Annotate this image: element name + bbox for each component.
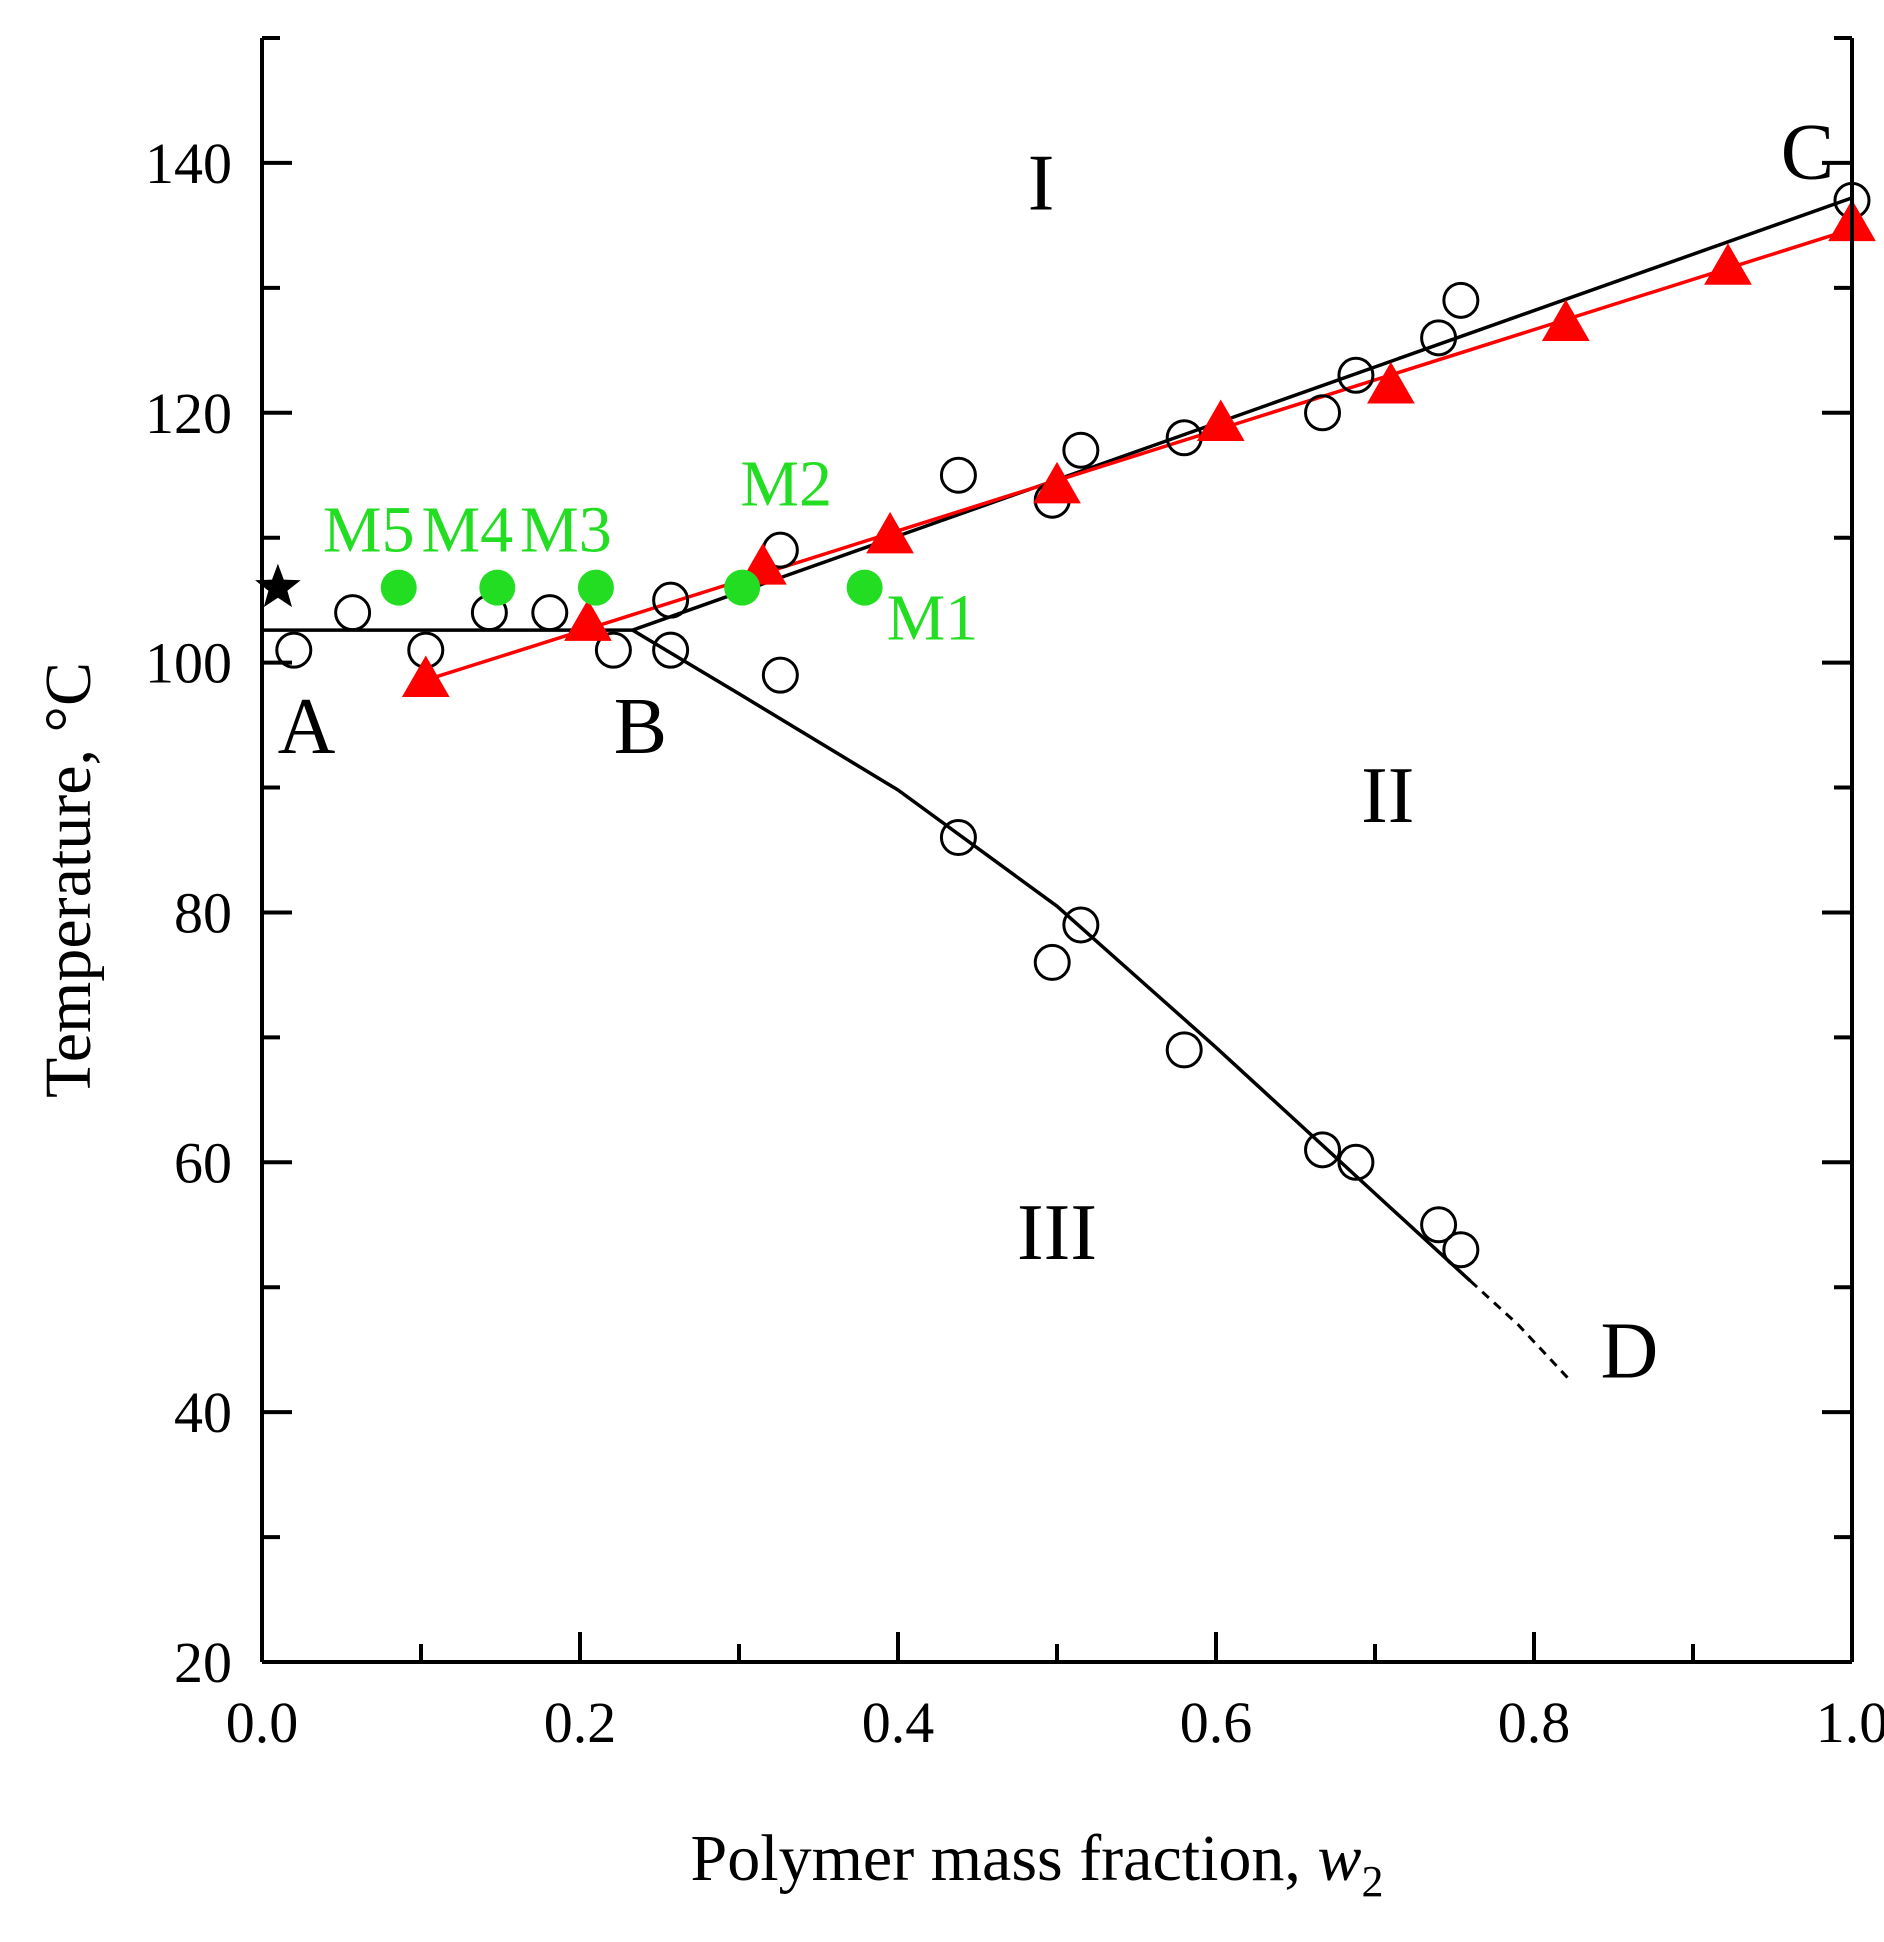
region-label-ii: II	[1361, 752, 1414, 840]
y-tick-label: 100	[145, 631, 232, 696]
red-triangle-point	[1367, 361, 1415, 404]
y-tick-label: 120	[145, 381, 232, 446]
sample-point-m3	[577, 569, 614, 606]
x-axis-title-main: Polymer mass fraction, w	[691, 1822, 1362, 1895]
star-point	[255, 563, 301, 608]
x-axis-title: Polymer mass fraction, w2	[691, 1822, 1384, 1906]
open-circle-point	[1062, 431, 1100, 469]
open-circle-point	[1033, 943, 1071, 981]
open-circle-point	[1304, 1131, 1342, 1169]
red-triangle-point	[401, 655, 450, 698]
x-tick-label: 0.0	[226, 1690, 299, 1755]
point-label-c: C	[1781, 108, 1834, 196]
line-b-d-extrapolated	[1469, 1279, 1572, 1382]
line-b-c	[631, 196, 1853, 632]
x-tick-label: 0.2	[544, 1690, 617, 1755]
sample-point-m2	[724, 569, 761, 606]
sample-point-m1	[846, 569, 883, 606]
red-triangle-point	[866, 511, 914, 554]
y-tick-label: 140	[145, 131, 232, 196]
x-tick-label: 0.8	[1498, 1690, 1571, 1755]
axes: 20 40 60 80 100 120 140 0.0 0.2 0.4 0.6 0.8 1.0 Polym…	[32, 36, 1884, 1906]
sample-point-m4	[479, 569, 516, 606]
open-circle-point	[1304, 394, 1342, 432]
x-axis-title-variable: w	[1317, 1822, 1361, 1895]
data-markers	[255, 181, 1876, 1269]
open-circle-point	[594, 631, 632, 669]
sample-label-m1: M1	[887, 582, 979, 655]
y-axis-title: Temperature, °C	[32, 662, 105, 1098]
y-tick-label: 60	[174, 1130, 232, 1195]
point-label-a: A	[278, 683, 336, 771]
x-axis-title-subscript: 2	[1361, 1857, 1383, 1906]
red-triangle-point	[1033, 461, 1081, 504]
open-circle-point	[761, 656, 799, 694]
red-triangle-point	[1704, 243, 1752, 285]
open-circle-point	[652, 631, 690, 669]
x-tick-label: 0.4	[862, 1690, 935, 1755]
open-circle-point	[652, 581, 690, 619]
open-circle-point	[531, 594, 569, 632]
red-triangle-point	[564, 599, 612, 641]
open-circle-point	[939, 819, 977, 857]
region-label-iii: III	[1017, 1189, 1097, 1277]
open-circle-point	[1420, 319, 1458, 357]
y-tick-label: 40	[174, 1380, 232, 1445]
x-tick-label: 1.0	[1816, 1690, 1884, 1755]
region-label-i: I	[1028, 140, 1055, 228]
open-circle-point	[334, 594, 372, 632]
open-circle-point	[275, 631, 313, 669]
sample-label-m2: M2	[740, 448, 832, 521]
open-circle-point	[1442, 281, 1480, 319]
y-tick-label: 20	[174, 1630, 232, 1695]
open-circle-point	[1337, 356, 1375, 394]
line-b-d	[631, 628, 1472, 1283]
sample-label-m4: M4	[421, 494, 513, 567]
line-triangle-fit	[425, 227, 1853, 682]
open-circle-point	[1420, 1206, 1458, 1244]
sample-label-m5: M5	[323, 494, 415, 567]
point-label-b: B	[614, 683, 667, 771]
sample-point-m5	[380, 569, 417, 606]
open-circle-point	[939, 456, 977, 494]
open-circle-point	[1442, 1231, 1480, 1269]
open-circle-point	[1165, 1031, 1203, 1069]
red-triangle-point	[1541, 299, 1590, 342]
red-triangle-point	[1196, 399, 1245, 441]
sample-label-m3: M3	[520, 494, 612, 567]
open-circle-point	[1337, 1143, 1375, 1181]
x-axis-title-text: Polymer mass fraction,	[691, 1822, 1318, 1895]
y-tick-label: 80	[174, 880, 232, 945]
open-circle-point	[1062, 906, 1100, 944]
x-tick-label: 0.6	[1180, 1690, 1253, 1755]
point-label-d: D	[1601, 1308, 1659, 1396]
